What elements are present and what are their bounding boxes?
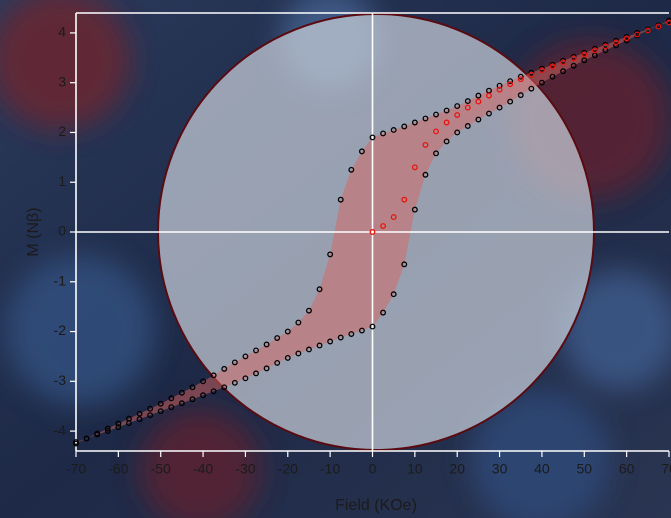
x-axis-title: Field (KOe) [335,497,417,514]
y-tick-label: -2 [54,322,67,338]
x-tick-label: 70 [661,461,671,477]
chart: -70-60-50-40-30-20-10010203040506070-4-3… [0,0,671,518]
x-tick-label: 20 [449,461,465,477]
x-tick-label: -50 [151,461,171,477]
x-tick-label: 0 [369,461,377,477]
x-tick-label: 60 [619,461,635,477]
y-tick-label: -4 [54,422,67,438]
y-tick-label: 4 [58,24,66,40]
x-tick-label: 50 [576,461,592,477]
x-tick-label: -10 [320,461,340,477]
x-tick-label: -30 [235,461,255,477]
y-tick-label: 2 [58,123,66,139]
x-tick-label: -70 [66,461,86,477]
y-tick-label: 0 [58,223,66,239]
y-tick-label: 1 [58,173,66,189]
x-tick-label: 10 [407,461,423,477]
x-tick-label: 30 [492,461,508,477]
x-tick-label: -40 [193,461,213,477]
y-tick-label: -1 [54,272,67,288]
page: {"chart_data": {"type": "scatter", "xlab… [0,0,671,518]
x-tick-label: -60 [108,461,128,477]
y-tick-label: -3 [54,372,67,388]
x-tick-label: 40 [534,461,550,477]
y-axis-title: M (Nβ) [25,207,42,256]
y-tick-label: 3 [58,73,66,89]
x-tick-label: -20 [278,461,298,477]
